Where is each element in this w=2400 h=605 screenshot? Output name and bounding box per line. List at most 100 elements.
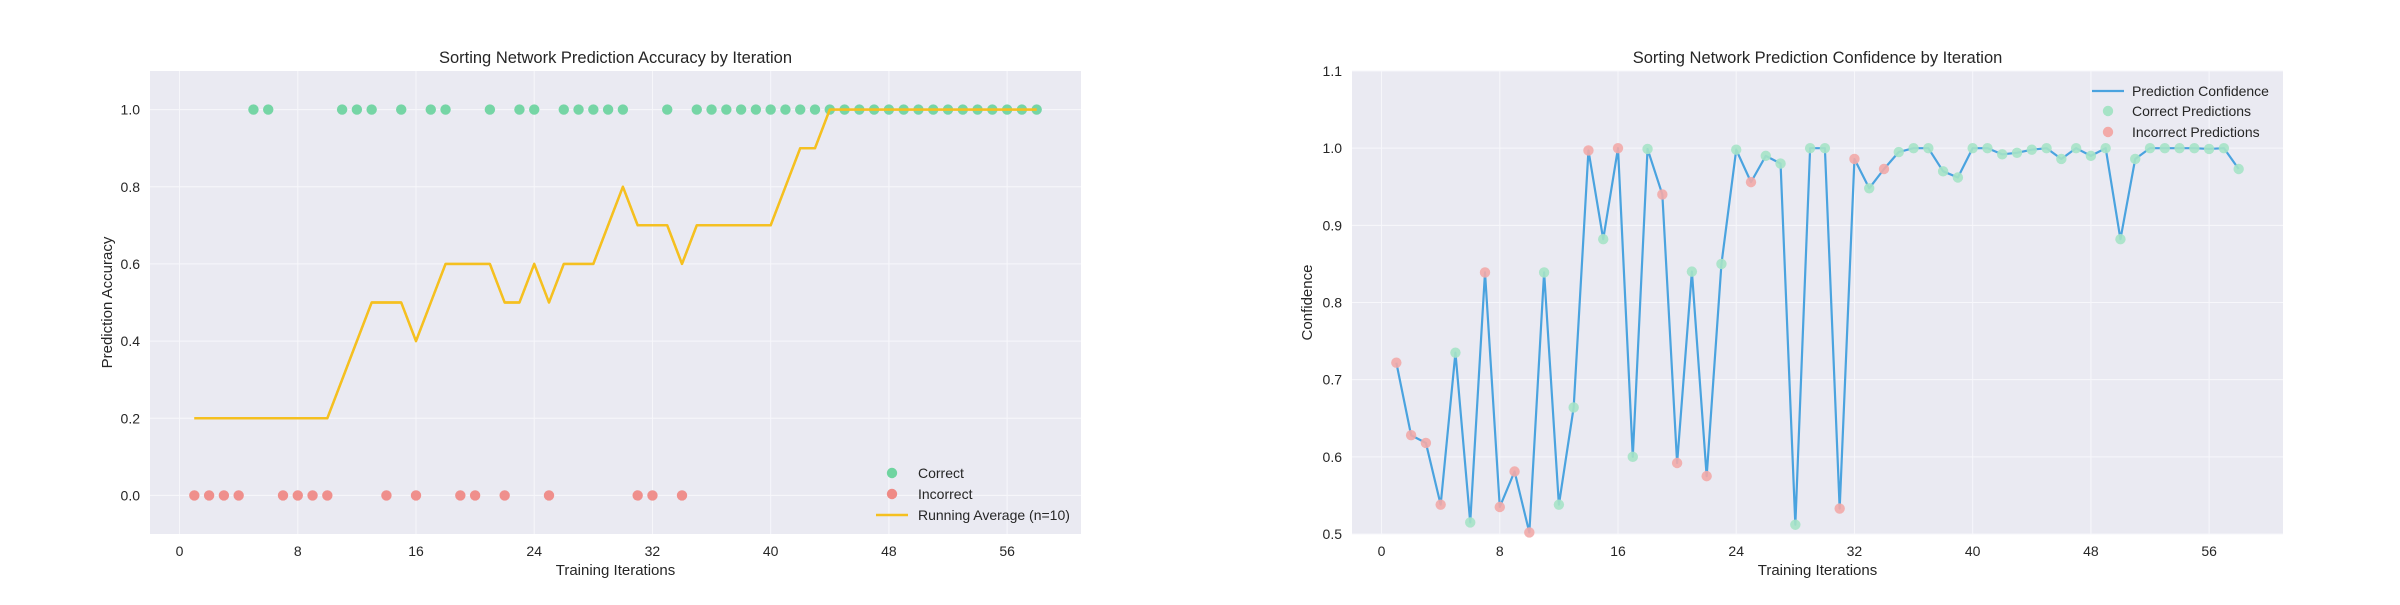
data-point (1937, 166, 1949, 177)
data-point (1997, 149, 2008, 160)
y-axis-label: Confidence (1299, 265, 1316, 341)
data-point (1716, 258, 1727, 270)
data-point (351, 104, 363, 115)
legend-marker (886, 467, 898, 479)
data-point (1790, 519, 1801, 530)
legend-marker (886, 488, 898, 500)
x-tick-label: 0 (176, 543, 184, 559)
x-tick-label: 40 (763, 543, 779, 559)
data-point (1479, 267, 1491, 278)
data-point (617, 104, 629, 115)
series-line (1395, 147, 2240, 534)
data-point (809, 104, 821, 115)
y-axis-label: Prediction Accuracy (99, 236, 116, 368)
data-point (691, 104, 702, 115)
y-tick-label: 0.4 (121, 333, 141, 349)
data-point (2070, 142, 2082, 154)
legend-label: Correct Predictions (2132, 103, 2251, 119)
x-tick-label: 40 (1965, 543, 1981, 559)
data-point (2203, 143, 2215, 155)
y-tick-label: 0.8 (121, 179, 141, 195)
data-point (1908, 142, 1919, 154)
data-point (573, 104, 584, 115)
data-point (336, 104, 348, 115)
data-point (795, 104, 806, 115)
data-point (1775, 158, 1786, 169)
chart-accuracy: 0 8 16 24 32 40 48 56 0.0 0.2 0.4 0.6 0.8 1.0 Sorting … (99, 49, 1081, 579)
data-point (706, 104, 717, 115)
data-point (1864, 183, 1875, 194)
data-point (425, 104, 436, 115)
y-tick-label: 0.7 (1323, 372, 1343, 388)
data-point (189, 490, 200, 501)
data-point (1538, 267, 1550, 278)
data-point (588, 104, 599, 115)
data-point (499, 490, 510, 501)
data-point (647, 490, 658, 501)
data-point (1686, 266, 1698, 277)
x-tick-label: 8 (294, 543, 302, 559)
y-tick-label: 0.2 (121, 410, 141, 426)
data-point (2100, 142, 2111, 154)
legend-accuracy: Correct Incorrect Running Average (n=10) (876, 465, 1070, 523)
x-tick-label: 56 (2201, 543, 2217, 559)
y-tick-label: 0.6 (121, 256, 141, 272)
data-point (1642, 143, 1653, 155)
x-tick-label: 32 (1847, 543, 1863, 559)
legend-label: Running Average (n=10) (918, 507, 1070, 523)
x-tick-label: 48 (881, 543, 897, 559)
data-point (1923, 142, 1934, 154)
data-point (780, 104, 791, 115)
data-point (632, 490, 643, 501)
x-tick-label: 24 (526, 543, 542, 559)
data-point (1435, 499, 1446, 510)
data-point (1893, 146, 1904, 158)
data-point (1745, 176, 1757, 188)
x-tick-label: 56 (999, 543, 1015, 559)
data-point (1465, 517, 1476, 528)
data-point (721, 104, 732, 115)
data-point (662, 104, 673, 115)
series-correct-predictions (1450, 142, 2244, 530)
x-axis-label: Training Iterations (1758, 562, 1878, 579)
data-point (203, 490, 215, 501)
data-point (2026, 144, 2037, 155)
data-point (484, 104, 496, 115)
legend-label: Incorrect Predictions (2132, 124, 2260, 140)
y-tick-label: 1.0 (1323, 140, 1343, 156)
y-tick-label: 0.6 (1323, 449, 1343, 465)
x-tick-label: 0 (1378, 543, 1386, 559)
data-point (2085, 150, 2097, 162)
data-point (233, 490, 244, 501)
data-point (2218, 142, 2230, 154)
data-point (1804, 142, 1816, 154)
data-point (410, 490, 422, 501)
x-tick-label: 32 (645, 543, 661, 559)
data-point (1598, 234, 1609, 245)
data-point (381, 490, 392, 501)
data-point (366, 104, 377, 115)
data-point (1494, 501, 1505, 513)
y-tick-label: 1.0 (121, 102, 141, 118)
data-point (2233, 163, 2244, 175)
data-point (2130, 153, 2141, 165)
data-point (765, 104, 776, 115)
data-point (2041, 142, 2052, 154)
running-average-line-overlay (194, 108, 1037, 420)
x-axis-label: Training Iterations (556, 562, 676, 579)
data-point (307, 490, 318, 501)
data-point (543, 490, 555, 501)
data-point (1967, 142, 1978, 154)
data-point (676, 490, 688, 501)
data-point (1657, 189, 1668, 200)
legend-confidence: Prediction Confidence Correct Predictions… (2092, 83, 2269, 140)
data-point (218, 490, 230, 501)
data-point (1031, 104, 1042, 115)
y-tick-label: 0.9 (1323, 217, 1343, 233)
data-point (1982, 142, 1993, 154)
chart-title: Sorting Network Prediction Confidence by… (1633, 49, 2003, 67)
series-incorrect-predictions (1391, 142, 1890, 538)
data-point (735, 104, 747, 115)
